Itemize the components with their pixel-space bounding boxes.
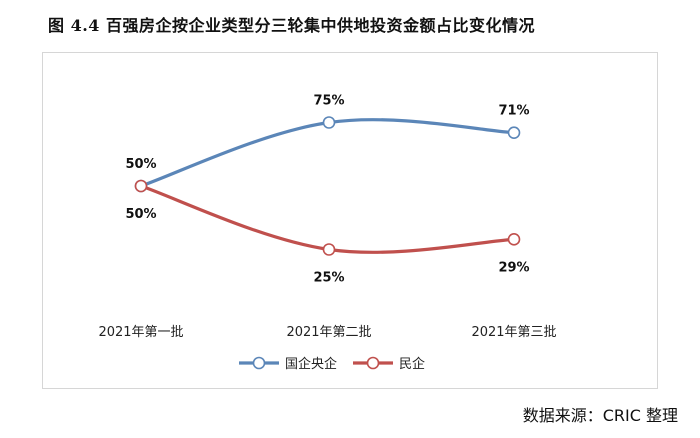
legend-label: 国企央企 [285,356,337,372]
data-label: 50% [125,157,156,172]
data-label: 71% [498,104,529,119]
legend-label: 民企 [399,356,425,372]
x-tick-label: 2021年第三批 [471,325,556,340]
x-tick-label: 2021年第一批 [98,325,183,340]
chart-frame: 2021年第一批 2021年第二批 2021年第三批 50% 75% 71% 50% 25% 2… [42,52,658,389]
legend-swatch-marker [252,356,266,370]
x-tick-label: 2021年第二批 [286,325,371,340]
data-point-marker [322,243,336,256]
data-label: 75% [313,94,344,109]
series-line-private [139,184,516,254]
data-label: 50% [125,207,156,222]
line-chart: 2021年第一批 2021年第二批 2021年第三批 50% 75% 71% 50% 25% 2… [98,94,556,373]
series-line-soe [139,118,516,188]
data-label: 25% [313,271,344,286]
figure-title: 图 4.4 百强房企按企业类型分三轮集中供地投资金额占比变化情况 [48,16,535,35]
data-label: 29% [498,260,529,275]
data-source: 数据来源：CRIC 整理 [522,406,678,425]
data-point-marker [134,179,148,193]
data-point-marker [507,233,521,246]
data-point-marker [322,116,336,129]
legend-swatch-marker [366,356,380,370]
data-point-marker [507,126,521,139]
